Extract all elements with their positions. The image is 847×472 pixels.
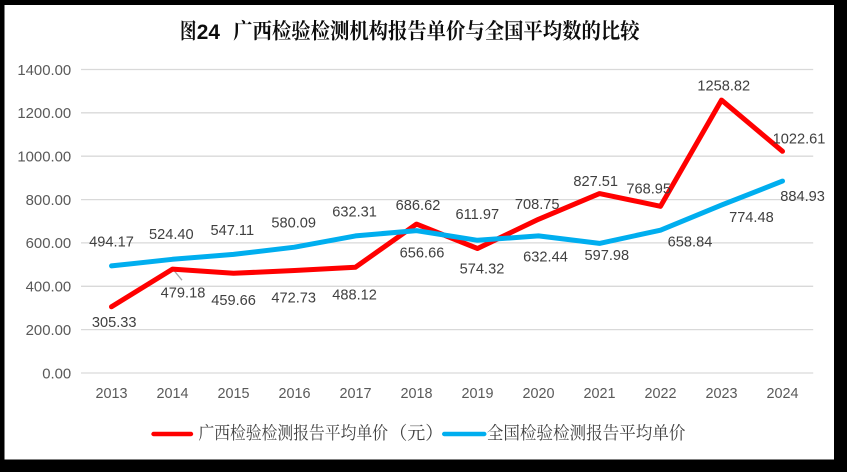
svg-text:1000.00: 1000.00: [17, 150, 71, 166]
svg-text:2021: 2021: [583, 386, 615, 402]
svg-text:2013: 2013: [95, 386, 127, 402]
svg-text:827.51: 827.51: [573, 174, 618, 190]
svg-text:708.75: 708.75: [515, 197, 560, 213]
svg-text:2017: 2017: [339, 386, 371, 402]
svg-text:686.62: 686.62: [396, 198, 441, 214]
svg-text:1400.00: 1400.00: [17, 63, 71, 79]
svg-text:632.31: 632.31: [332, 205, 377, 221]
svg-text:200.00: 200.00: [26, 323, 72, 339]
svg-text:305.33: 305.33: [92, 315, 137, 331]
svg-text:24: 24: [197, 21, 221, 44]
svg-text:2018: 2018: [400, 386, 432, 402]
svg-text:580.09: 580.09: [271, 215, 316, 231]
svg-text:574.32: 574.32: [460, 261, 505, 277]
svg-text:479.18: 479.18: [161, 285, 206, 301]
svg-text:2024: 2024: [766, 386, 798, 402]
svg-text:2014: 2014: [156, 386, 188, 402]
svg-text:488.12: 488.12: [332, 288, 377, 304]
svg-text:400.00: 400.00: [26, 280, 72, 296]
svg-text:547.11: 547.11: [211, 223, 255, 239]
svg-text:611.97: 611.97: [456, 207, 500, 223]
svg-text:472.73: 472.73: [271, 290, 316, 306]
svg-text:0.00: 0.00: [42, 366, 71, 382]
svg-text:524.40: 524.40: [149, 227, 194, 243]
svg-text:2023: 2023: [705, 386, 737, 402]
svg-text:600.00: 600.00: [26, 236, 72, 252]
svg-text:774.48: 774.48: [729, 210, 774, 226]
svg-text:459.66: 459.66: [211, 293, 256, 309]
svg-text:1258.82: 1258.82: [697, 79, 750, 95]
svg-text:1022.61: 1022.61: [773, 132, 826, 148]
svg-text:632.44: 632.44: [523, 249, 568, 265]
svg-text:2020: 2020: [522, 386, 554, 402]
svg-text:2016: 2016: [278, 386, 310, 402]
svg-text:2022: 2022: [644, 386, 676, 402]
svg-text:800.00: 800.00: [26, 193, 72, 209]
svg-text:1200.00: 1200.00: [17, 106, 71, 122]
svg-text:768.95: 768.95: [626, 181, 671, 197]
svg-text:884.93: 884.93: [780, 189, 825, 205]
svg-text:2019: 2019: [461, 386, 493, 402]
svg-text:2015: 2015: [217, 386, 249, 402]
svg-text:597.98: 597.98: [584, 248, 629, 264]
svg-text:658.84: 658.84: [668, 235, 713, 251]
svg-text:494.17: 494.17: [89, 235, 134, 251]
svg-text:656.66: 656.66: [400, 246, 445, 262]
